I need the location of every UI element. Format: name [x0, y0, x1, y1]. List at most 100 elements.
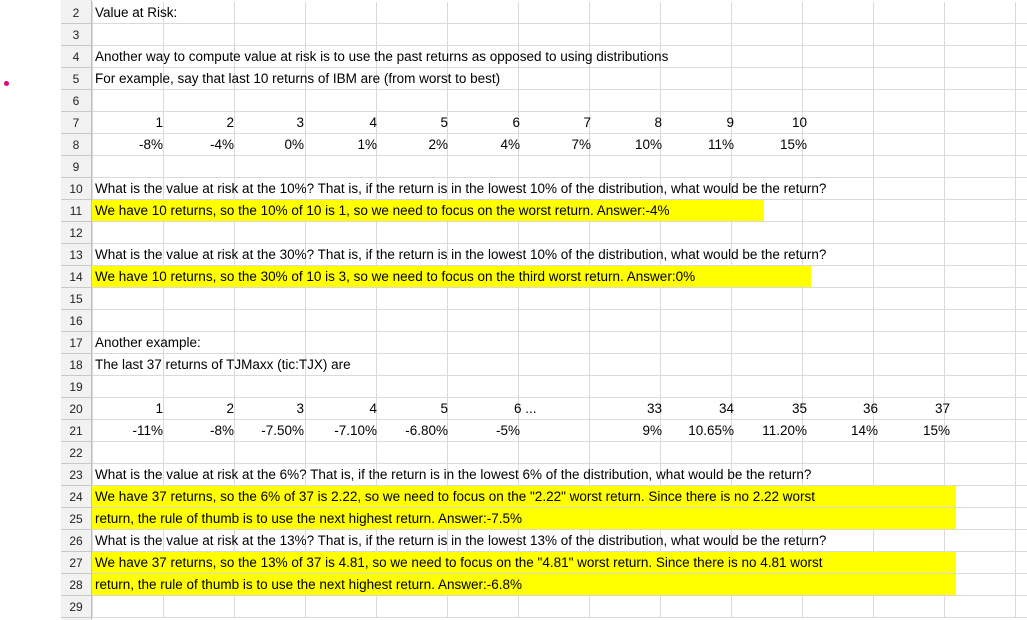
return-cell[interactable]: 11.20%: [762, 423, 807, 438]
row-number[interactable]: 11: [61, 200, 91, 222]
highlighted-cell-text[interactable]: We have 10 returns, so the 10% of 10 is …: [92, 200, 764, 221]
rank-cell[interactable]: 2: [226, 115, 234, 130]
highlighted-cell-text[interactable]: return, the rule of thumb is to use the …: [92, 574, 956, 595]
return-cell[interactable]: 15%: [922, 423, 950, 438]
rank-cell[interactable]: 1: [155, 401, 163, 416]
return-cell[interactable]: -11%: [132, 423, 163, 438]
row-cells[interactable]: [92, 596, 1027, 618]
rank-cell[interactable]: 9: [726, 115, 734, 130]
highlighted-cell-text[interactable]: return, the rule of thumb is to use the …: [92, 508, 956, 529]
row-cells[interactable]: [92, 90, 1027, 112]
highlighted-cell-text[interactable]: We have 37 returns, so the 13% of 37 is …: [92, 552, 956, 573]
row-number[interactable]: 17: [61, 332, 91, 354]
row-cells[interactable]: [92, 222, 1027, 244]
rank-cell[interactable]: 4: [369, 115, 377, 130]
return-cell[interactable]: 2%: [428, 137, 448, 152]
rank-cell[interactable]: 6: [512, 115, 520, 130]
row-number[interactable]: 21: [61, 420, 91, 442]
row-cells[interactable]: [92, 398, 1027, 420]
row-cells[interactable]: [92, 464, 1027, 486]
row-cells[interactable]: [92, 178, 1027, 200]
row-number[interactable]: 26: [61, 530, 91, 552]
row-number[interactable]: 4: [61, 46, 91, 68]
rank-cell[interactable]: 5: [440, 401, 448, 416]
return-cell[interactable]: 7%: [571, 137, 591, 152]
row-number[interactable]: 22: [61, 442, 91, 464]
row-cells[interactable]: [92, 530, 1027, 552]
rank-cell[interactable]: 7: [583, 115, 591, 130]
return-cell[interactable]: -8%: [209, 423, 234, 438]
cell-text[interactable]: The last 37 returns of TJMaxx (tic:TJX) …: [95, 357, 351, 372]
row-cells[interactable]: [92, 376, 1027, 398]
return-cell[interactable]: -4%: [209, 137, 234, 152]
row-number[interactable]: 14: [61, 266, 91, 288]
return-cell[interactable]: 1%: [357, 137, 377, 152]
rank-cell[interactable]: 5: [440, 115, 448, 130]
cell-text[interactable]: What is the value at risk at the 6%? Tha…: [95, 467, 812, 482]
cell-text[interactable]: What is the value at risk at the 30%? Th…: [95, 247, 827, 262]
row-number[interactable]: 19: [61, 376, 91, 398]
row-cells[interactable]: [92, 68, 1027, 90]
row-number[interactable]: 9: [61, 156, 91, 178]
rank-cell[interactable]: 1: [155, 115, 163, 130]
rank-cell[interactable]: 6 ...: [514, 401, 537, 416]
return-cell[interactable]: 9%: [642, 423, 662, 438]
return-cell[interactable]: 4%: [500, 137, 520, 152]
row-number[interactable]: 8: [61, 134, 91, 156]
return-cell[interactable]: -6.80%: [405, 423, 448, 438]
row-number[interactable]: 16: [61, 310, 91, 332]
rank-cell[interactable]: 33: [646, 401, 662, 416]
row-number[interactable]: 28: [61, 574, 91, 596]
row-number[interactable]: 10: [61, 178, 91, 200]
cell-text[interactable]: Value at Risk:: [95, 5, 178, 20]
return-cell[interactable]: 14%: [850, 423, 878, 438]
row-cells[interactable]: [92, 244, 1027, 266]
row-cells[interactable]: [92, 442, 1027, 464]
row-cells[interactable]: [92, 420, 1027, 442]
return-cell[interactable]: -7.10%: [334, 423, 377, 438]
row-cells[interactable]: [92, 332, 1027, 354]
row-number[interactable]: 25: [61, 508, 91, 530]
row-cells[interactable]: [92, 310, 1027, 332]
return-cell[interactable]: 0%: [284, 137, 304, 152]
rank-cell[interactable]: 10: [791, 115, 807, 130]
row-number[interactable]: 7: [61, 112, 91, 134]
highlighted-cell-text[interactable]: We have 10 returns, so the 30% of 10 is …: [92, 266, 811, 287]
return-cell[interactable]: -5%: [495, 423, 520, 438]
highlighted-cell-text[interactable]: We have 37 returns, so the 6% of 37 is 2…: [92, 486, 956, 507]
row-cells[interactable]: [92, 2, 1027, 24]
return-cell[interactable]: 11%: [707, 137, 734, 152]
row-number[interactable]: 23: [61, 464, 91, 486]
row-number[interactable]: 3: [61, 24, 91, 46]
cell-text[interactable]: For example, say that last 10 returns of…: [95, 71, 501, 86]
row-cells[interactable]: [92, 288, 1027, 310]
row-number[interactable]: 5: [61, 68, 91, 90]
rank-cell[interactable]: 4: [369, 401, 377, 416]
cell-text[interactable]: Another way to compute value at risk is …: [95, 49, 669, 64]
row-number[interactable]: 12: [61, 222, 91, 244]
row-cells[interactable]: [92, 112, 1027, 134]
row-number[interactable]: 29: [61, 596, 91, 618]
row-number[interactable]: 20: [61, 398, 91, 420]
rank-cell[interactable]: 3: [296, 401, 304, 416]
rank-cell[interactable]: 2: [226, 401, 234, 416]
row-number[interactable]: 27: [61, 552, 91, 574]
rank-cell[interactable]: 34: [718, 401, 734, 416]
return-cell[interactable]: -7.50%: [261, 423, 304, 438]
row-number[interactable]: 6: [61, 90, 91, 112]
row-number[interactable]: 13: [61, 244, 91, 266]
row-number[interactable]: 2: [61, 2, 91, 24]
cell-text[interactable]: What is the value at risk at the 10%? Th…: [95, 181, 827, 196]
return-cell[interactable]: 10.65%: [688, 423, 734, 438]
cell-text[interactable]: Another example:: [95, 335, 201, 350]
row-number[interactable]: 24: [61, 486, 91, 508]
cell-text[interactable]: What is the value at risk at the 13%? Th…: [95, 533, 827, 548]
return-cell[interactable]: -8%: [138, 137, 163, 152]
row-cells[interactable]: [92, 354, 1027, 376]
row-cells[interactable]: [92, 134, 1027, 156]
row-number[interactable]: 18: [61, 354, 91, 376]
rank-cell[interactable]: 37: [934, 401, 950, 416]
return-cell[interactable]: 15%: [779, 137, 807, 152]
rank-cell[interactable]: 8: [654, 115, 662, 130]
